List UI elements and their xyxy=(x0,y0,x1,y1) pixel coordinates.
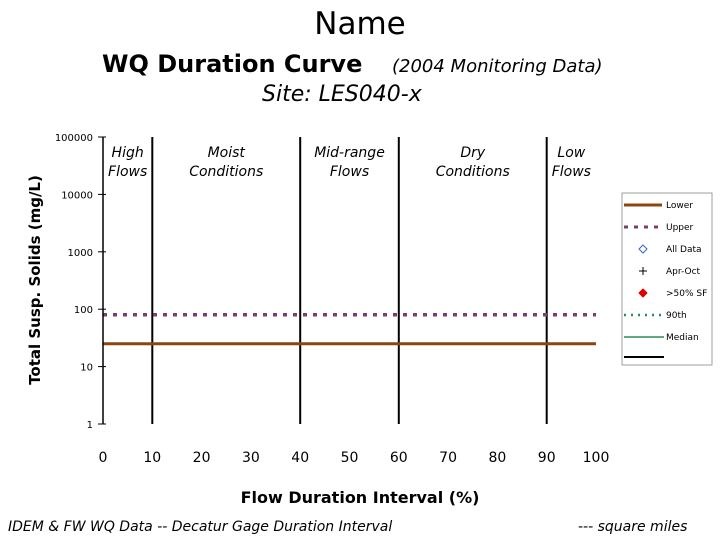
zone-label: Moist xyxy=(208,145,246,161)
chart-title: Name xyxy=(314,6,406,42)
zone-label: Dry xyxy=(460,145,486,161)
zone-label: Flows xyxy=(108,164,147,180)
axes: 1 10 100 1000 10000 100000 0 10 20 30 40 50 60 70 80 90… xyxy=(55,133,610,466)
chart-subtitle-note: (2004 Monitoring Data) xyxy=(392,56,603,77)
y-tick-label: 1000 xyxy=(68,248,93,259)
zone-label: Conditions xyxy=(436,164,510,180)
zone-label: Low xyxy=(557,145,585,161)
legend-marker xyxy=(638,288,648,298)
chart-subtitle: WQ Duration Curve xyxy=(102,50,363,78)
legend-label: Median xyxy=(666,333,699,343)
y-tick-label: 10000 xyxy=(61,190,93,201)
x-tick-label: 20 xyxy=(193,450,211,466)
zone-label: Flows xyxy=(330,164,369,180)
zone-dividers xyxy=(151,137,548,424)
legend-label: >50% SF xyxy=(666,289,707,299)
zone-label: Flows xyxy=(552,164,591,180)
zone-label: High xyxy=(112,145,144,161)
y-axis-label: Total Susp. Solids (mg/L) xyxy=(26,175,44,385)
x-axis-label: Flow Duration Interval (%) xyxy=(240,488,480,507)
legend-label: Lower xyxy=(666,201,693,211)
legend-label: All Data xyxy=(666,245,702,255)
x-tick-label: 40 xyxy=(291,450,309,466)
x-tick-label: 70 xyxy=(439,450,457,466)
site-label: Site: LES040-x xyxy=(262,82,422,107)
footer-source: IDEM & FW WQ Data -- Decatur Gage Durati… xyxy=(8,519,393,535)
x-tick-label: 30 xyxy=(242,450,260,466)
legend-label: Apr-Oct xyxy=(666,267,701,277)
legend: Lower Upper All Data Apr-Oct >50% SF 90th Medi… xyxy=(621,192,713,366)
x-tick-label: 90 xyxy=(538,450,556,466)
x-tick-label: 80 xyxy=(488,450,506,466)
legend-marker xyxy=(638,244,648,254)
series-lines xyxy=(103,313,596,346)
x-tick-label: 100 xyxy=(583,450,610,466)
y-tick-label: 100 xyxy=(74,305,93,316)
x-tick-label: 10 xyxy=(143,450,161,466)
x-tick-label: 0 xyxy=(99,450,108,466)
y-tick-label: 100000 xyxy=(55,133,93,144)
zone-label: Mid-range xyxy=(314,145,385,161)
y-tick-label: 1 xyxy=(87,420,93,431)
x-tick-label: 50 xyxy=(341,450,359,466)
zone-labels: High Flows Moist Conditions Mid-range Flows Dr… xyxy=(108,145,591,180)
zone-label: Conditions xyxy=(189,164,263,180)
legend-label: 90th xyxy=(666,311,687,321)
y-tick-label: 10 xyxy=(80,363,93,374)
x-tick-label: 60 xyxy=(390,450,408,466)
footer-area: --- square miles xyxy=(578,519,688,535)
legend-label: Upper xyxy=(666,223,694,233)
